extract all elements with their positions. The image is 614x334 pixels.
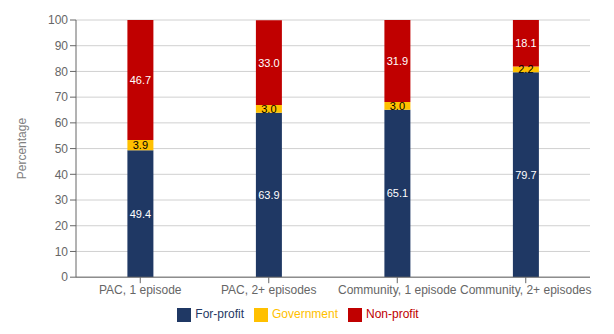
svg-text:49.4: 49.4 [130,208,151,220]
svg-text:90: 90 [55,39,69,53]
svg-text:80: 80 [55,65,69,79]
svg-text:30: 30 [55,193,69,207]
html-text:Non-profit: Non-profit [366,307,419,322]
svg-text:Community, 2+ episodes: Community, 2+ episodes [460,283,592,297]
svg-text:50: 50 [55,142,69,156]
svg-text:10: 10 [55,245,69,259]
svg-text:40: 40 [55,168,69,182]
svg-text:3.0: 3.0 [261,103,276,115]
svg-text:60: 60 [55,116,69,130]
svg-text:63.9: 63.9 [258,189,279,201]
svg-text:79.7: 79.7 [515,169,536,181]
svg-text:0: 0 [61,270,68,284]
svg-text:PAC, 1 episode: PAC, 1 episode [99,283,182,297]
html-text:Government: Government [272,307,338,322]
svg-text:3.0: 3.0 [390,100,405,112]
svg-text:18.1: 18.1 [515,37,536,49]
svg-text:65.1: 65.1 [387,187,408,199]
svg-text:PAC, 2+ episodes: PAC, 2+ episodes [221,283,317,297]
svg-text:70: 70 [55,90,69,104]
svg-text:3.9: 3.9 [133,139,148,151]
svg-text:20: 20 [55,219,69,233]
svg-text:100: 100 [48,13,68,27]
svg-text:46.7: 46.7 [130,74,151,86]
svg-text:Community, 1 episode: Community, 1 episode [338,283,457,297]
html-text:For-profit: For-profit [195,307,244,322]
svg-text:Percentage: Percentage [15,118,29,180]
svg-text:2.2: 2.2 [518,63,533,75]
svg-text:33.0: 33.0 [258,57,279,69]
svg-text:31.9: 31.9 [387,55,408,67]
